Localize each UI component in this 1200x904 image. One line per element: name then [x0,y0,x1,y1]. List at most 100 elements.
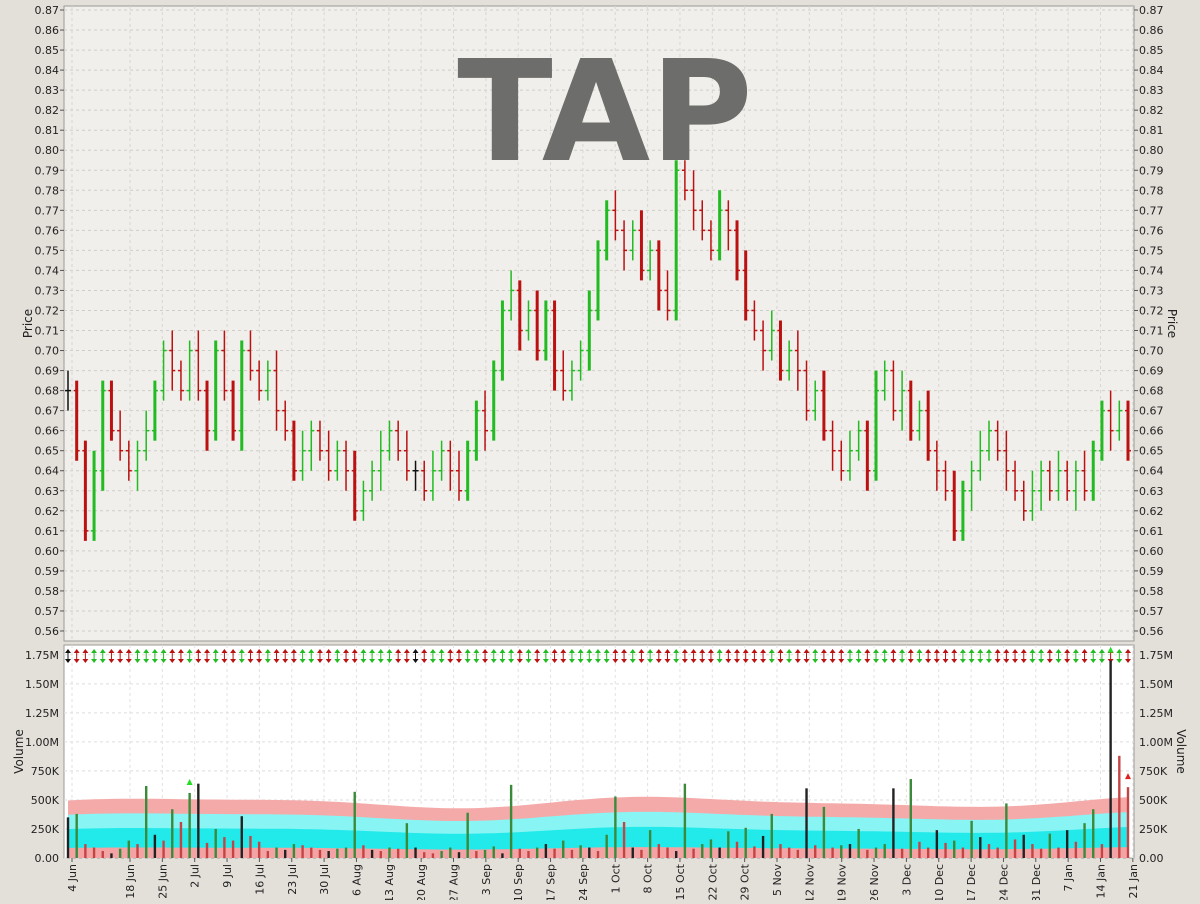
signal-arrow-down [560,659,567,663]
price-tick-label-right: 0.79 [1139,164,1164,177]
price-tick-label-left: 0.69 [35,365,60,378]
volume-bar [1100,844,1104,858]
signal-arrow-up [846,649,853,653]
volume-bar [275,847,278,858]
volume-bar [449,847,452,858]
price-tick-label-left: 0.77 [35,204,60,217]
signal-arrow-down [247,659,254,663]
signal-arrow-down [395,659,402,663]
price-tick-label-right: 0.64 [1139,465,1164,478]
price-tick-label-left: 0.56 [35,625,60,638]
signal-arrow-up [977,649,984,653]
volume-bar [501,853,504,858]
volume-signal-marker [186,778,193,785]
date-tick-label: 3 Sep [480,864,493,895]
volume-bar [405,823,409,858]
price-tick-label-right: 0.66 [1139,425,1164,438]
signal-arrow-up [1046,649,1053,653]
price-tick-label-right: 0.56 [1139,625,1164,638]
volume-tick-label-right: 1.00M [1139,736,1173,749]
signal-arrow-up [603,649,610,653]
date-tick-label: 4 Jun [66,864,79,892]
date-tick-label: 13 Aug [383,864,396,900]
signal-arrow-down [134,659,141,663]
price-tick-label-left: 0.64 [35,465,60,478]
volume-bar [527,851,530,858]
signal-arrow-down [221,659,228,663]
signal-arrow-down [308,659,315,663]
signal-arrow-up [160,649,167,653]
price-tick-label-right: 0.82 [1139,104,1164,117]
signal-arrow-down [977,659,984,663]
volume-bar [648,830,652,858]
signal-arrow-up [429,649,436,653]
date-tick-label: 6 Aug [350,864,363,896]
signal-arrow-down [490,659,497,663]
price-axis-label-left: Price [21,309,35,338]
signal-arrow-up [482,649,489,653]
volume-bar [1039,848,1043,858]
volume-bar [718,847,721,858]
signal-arrow-down [907,659,914,663]
date-tick-label: 29 Oct [739,863,752,900]
date-tick-label: 23 Jul [286,864,299,895]
signal-arrow-down [855,659,862,663]
date-tick-label: 24 Sep [577,864,590,900]
price-tick-label-left: 0.65 [35,445,60,458]
signal-arrow-up [221,649,228,653]
price-tick-label-left: 0.59 [35,565,60,578]
signal-arrow-down [1081,659,1088,663]
volume-bar [770,813,773,858]
date-tick-label: 12 Nov [803,864,816,900]
volume-bar [457,852,461,858]
signal-arrow-down [455,659,462,663]
signal-arrow-up [707,649,714,653]
signal-arrow-up [273,649,280,653]
signal-arrow-down [91,659,98,663]
volume-bar [579,845,582,858]
price-tick-label-right: 0.69 [1139,365,1164,378]
signal-arrow-down [734,659,741,663]
price-tick-label-right: 0.70 [1139,345,1164,358]
signal-arrow-down [707,659,714,663]
signal-arrow-down [899,659,906,663]
signal-arrow-up [699,649,706,653]
signal-arrow-down [516,659,523,663]
signal-arrow-down [421,659,428,663]
signal-arrow-up [1029,649,1036,653]
volume-bar [431,853,435,858]
price-tick-label-left: 0.57 [35,605,60,618]
signal-arrow-down [933,659,940,663]
volume-bar [831,847,834,858]
signal-arrow-down [412,659,419,663]
signal-arrow-down [916,659,923,663]
volume-bar [909,779,912,858]
signal-arrow-down [273,659,280,663]
signal-arrow-up [881,649,888,653]
volume-bar [240,816,243,858]
volume-bar [66,817,70,858]
signal-arrow-down [1098,659,1105,663]
volume-bar [822,806,826,858]
signal-arrow-up [351,649,358,653]
signal-arrow-up [230,649,237,653]
signal-arrow-up [117,649,124,653]
signal-arrow-up [403,649,410,653]
price-tick-label-left: 0.66 [35,425,60,438]
signal-arrow-up [264,649,271,653]
volume-bar [483,849,487,858]
signal-arrow-up [447,649,454,653]
volume-bar [214,828,217,858]
signal-arrow-down [1038,659,1045,663]
volume-bar [84,844,87,858]
signal-arrow-up [151,649,158,653]
volume-bar [518,848,522,858]
price-tick-label-right: 0.80 [1139,144,1164,157]
volume-bar [310,847,313,858]
volume-bar [197,783,200,858]
signal-arrow-up [1081,649,1088,653]
signal-arrow-up [247,649,254,653]
signal-arrow-up [516,649,523,653]
signal-arrow-up [916,649,923,653]
